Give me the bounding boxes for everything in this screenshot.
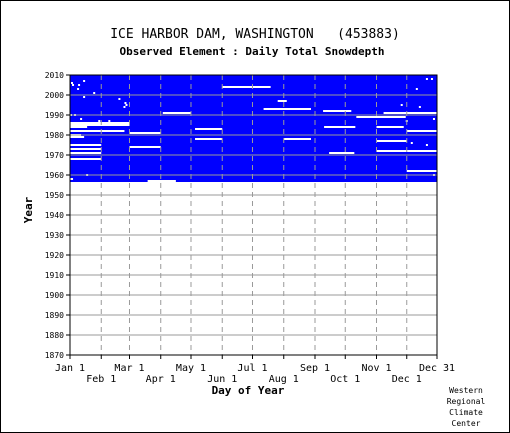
x-tick-label: Dec 31 (419, 363, 455, 374)
missing-data-segment (70, 126, 88, 128)
missing-data-segment (162, 112, 191, 114)
missing-data-point (83, 96, 86, 98)
missing-data-segment (222, 86, 271, 88)
y-tick-label: 2000 (45, 91, 64, 100)
x-tick-label: May 1 (176, 363, 206, 374)
missing-data-segment (70, 148, 102, 150)
y-tick-label: 1880 (45, 331, 64, 340)
chart-title: ICE HARBOR DAM, WASHINGTON (453883) (110, 27, 400, 42)
missing-data-point (124, 102, 127, 104)
missing-data-point (125, 104, 128, 106)
y-tick-label: 1990 (45, 111, 64, 120)
x-tick-label: Mar 1 (114, 363, 144, 374)
missing-data-segment (70, 136, 85, 138)
y-tick-label: 1960 (45, 171, 64, 180)
missing-data-point (77, 88, 80, 90)
missing-data-segment (70, 122, 130, 124)
missing-data-segment (70, 158, 102, 160)
grid-lines (70, 75, 437, 355)
chart-subtitle: Observed Element : Daily Total Snowdepth (120, 45, 385, 58)
observed-data-area (70, 75, 437, 182)
missing-data-point (425, 78, 428, 80)
missing-data-point (71, 82, 74, 84)
y-axis-label: Year (22, 196, 35, 223)
missing-data-segment (406, 170, 437, 172)
missing-data-point (80, 118, 83, 120)
x-axis-ticks: Jan 1 Mar 1 May 1 Jul 1 Sep 1 Nov 1 Dec 31 Feb … (55, 355, 455, 385)
missing-data-segment (323, 110, 352, 112)
missing-data-segment (383, 112, 437, 114)
missing-data-point (72, 84, 75, 86)
missing-data-point (93, 92, 96, 94)
x-tick-label: Jun 1 (207, 374, 237, 385)
y-axis-ticks: 1870 1880 1890 1900 1910 1920 1930 1940 1950 1960… (45, 71, 70, 360)
credit-block: Western Regional Climate Center (436, 385, 496, 429)
missing-data-point (78, 84, 81, 86)
x-axis-label: Day of Year (212, 384, 285, 397)
missing-data-point (98, 120, 101, 122)
missing-data-point (83, 80, 86, 82)
missing-data-segment (376, 126, 404, 128)
x-tick-label: Oct 1 (330, 374, 360, 385)
y-tick-label: 1870 (45, 351, 64, 360)
missing-data-segment (277, 100, 287, 102)
x-tick-label: Jul 1 (237, 363, 267, 374)
y-tick-label: 1910 (45, 271, 64, 280)
missing-data-segment (406, 150, 437, 152)
x-tick-label: Feb 1 (86, 374, 116, 385)
missing-data-point (75, 136, 78, 138)
x-tick-label: Jan 1 (55, 363, 85, 374)
missing-data-segment (147, 180, 176, 182)
missing-data-point (410, 142, 413, 144)
x-tick-label: Aug 1 (269, 374, 299, 385)
missing-data-segment (195, 138, 223, 140)
missing-data-segment (324, 126, 356, 128)
missing-data-segment (129, 146, 161, 148)
y-tick-label: 1950 (45, 191, 64, 200)
missing-data-point (400, 104, 403, 106)
missing-data-segment (70, 124, 130, 126)
missing-data-point (432, 118, 435, 120)
y-tick-label: 1970 (45, 151, 64, 160)
missing-data-point (108, 120, 111, 122)
missing-data-segment (376, 150, 407, 152)
x-tick-label: Dec 1 (392, 374, 422, 385)
missing-data-marks (70, 78, 437, 182)
credit-line: Western (449, 386, 483, 395)
missing-data-segment (283, 138, 311, 140)
y-tick-label: 1980 (45, 131, 64, 140)
credit-line: Climate (449, 408, 483, 417)
y-tick-label: 1930 (45, 231, 64, 240)
y-tick-label: 1900 (45, 291, 64, 300)
missing-data-segment (329, 152, 355, 154)
missing-data-segment (195, 128, 223, 130)
missing-data-point (415, 88, 418, 90)
credit-line: Center (451, 419, 481, 428)
y-tick-label: 1940 (45, 211, 64, 220)
y-tick-label: 1920 (45, 251, 64, 260)
x-tick-label: Apr 1 (146, 374, 176, 385)
missing-data-point (418, 106, 421, 108)
missing-data-segment (70, 130, 125, 132)
y-tick-label: 2010 (45, 71, 64, 80)
missing-data-segment (406, 130, 437, 132)
x-tick-label: Nov 1 (361, 363, 391, 374)
x-tick-label: Sep 1 (300, 363, 330, 374)
missing-data-segment (70, 144, 102, 146)
missing-data-segment (356, 116, 406, 118)
missing-data-segment (129, 132, 161, 134)
missing-data-segment (263, 108, 311, 110)
missing-data-point (123, 106, 126, 108)
missing-data-segment (70, 178, 74, 180)
credit-line: Regional (446, 397, 486, 406)
missing-data-point (118, 98, 121, 100)
y-tick-label: 1890 (45, 311, 64, 320)
missing-data-segment (70, 152, 102, 154)
missing-data-point (425, 144, 428, 146)
observed-snowdepth-block (70, 75, 437, 182)
missing-data-point (430, 78, 433, 80)
missing-data-segment (376, 140, 407, 142)
